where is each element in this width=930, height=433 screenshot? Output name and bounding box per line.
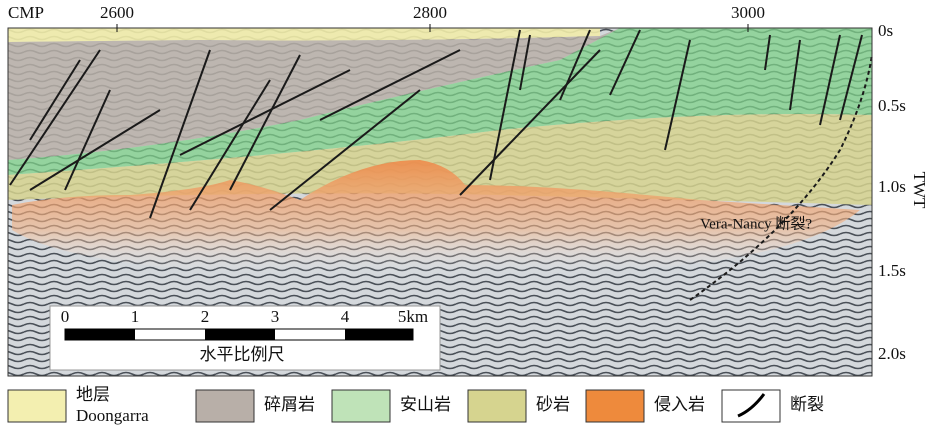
scale-bar-segment bbox=[205, 329, 275, 340]
cmp-label: CMP bbox=[8, 3, 44, 22]
fault-annotation: Vera-Nancy 断裂? bbox=[700, 215, 812, 232]
scale-tick-label: 4 bbox=[341, 307, 350, 326]
legend-label: 碎屑岩 bbox=[264, 395, 315, 414]
cmp-tick-label: 2800 bbox=[413, 3, 447, 22]
scale-bar-title: 水平比例尺 bbox=[200, 345, 285, 364]
legend-swatch bbox=[196, 390, 254, 422]
figure: Vera-Nancy 断裂? CMP 2600 2800 3000 0s 0.5… bbox=[0, 0, 930, 433]
legend: 地层 Doongarra 碎屑岩 安山岩 砂岩 侵入岩 断裂 bbox=[8, 385, 824, 425]
legend-swatch bbox=[332, 390, 390, 422]
time-tick-label: 2.0s bbox=[878, 344, 906, 363]
legend-swatch bbox=[586, 390, 644, 422]
legend-swatch bbox=[468, 390, 526, 422]
legend-label: 砂岩 bbox=[536, 395, 570, 414]
time-tick-label: 1.5s bbox=[878, 261, 906, 280]
time-tick-label: 0s bbox=[878, 21, 893, 40]
legend-label: 安山岩 bbox=[400, 395, 451, 414]
scale-tick-label: 3 bbox=[271, 307, 280, 326]
scale-tick-label: 5km bbox=[398, 307, 428, 326]
time-tick-label: 0.5s bbox=[878, 96, 906, 115]
legend-label: 侵入岩 bbox=[654, 395, 705, 414]
scale-bar-segment bbox=[65, 329, 135, 340]
scale-tick-label: 0 bbox=[61, 307, 70, 326]
legend-swatch bbox=[8, 390, 66, 422]
legend-label: 地层 bbox=[76, 385, 110, 404]
legend-sublabel: Doongarra bbox=[76, 406, 149, 425]
time-tick-label: 1.0s bbox=[878, 177, 906, 196]
scale-bar-segment bbox=[345, 329, 413, 340]
scale-tick-label: 2 bbox=[201, 307, 210, 326]
cmp-tick-label: 2600 bbox=[100, 3, 134, 22]
scale-tick-label: 1 bbox=[131, 307, 140, 326]
cmp-tick-label: 3000 bbox=[731, 3, 765, 22]
scale-bar: 0 1 2 3 4 5km 水平比例尺 bbox=[50, 306, 440, 370]
legend-label: 断裂 bbox=[790, 395, 824, 414]
time-axis-label: TWT bbox=[910, 172, 929, 209]
